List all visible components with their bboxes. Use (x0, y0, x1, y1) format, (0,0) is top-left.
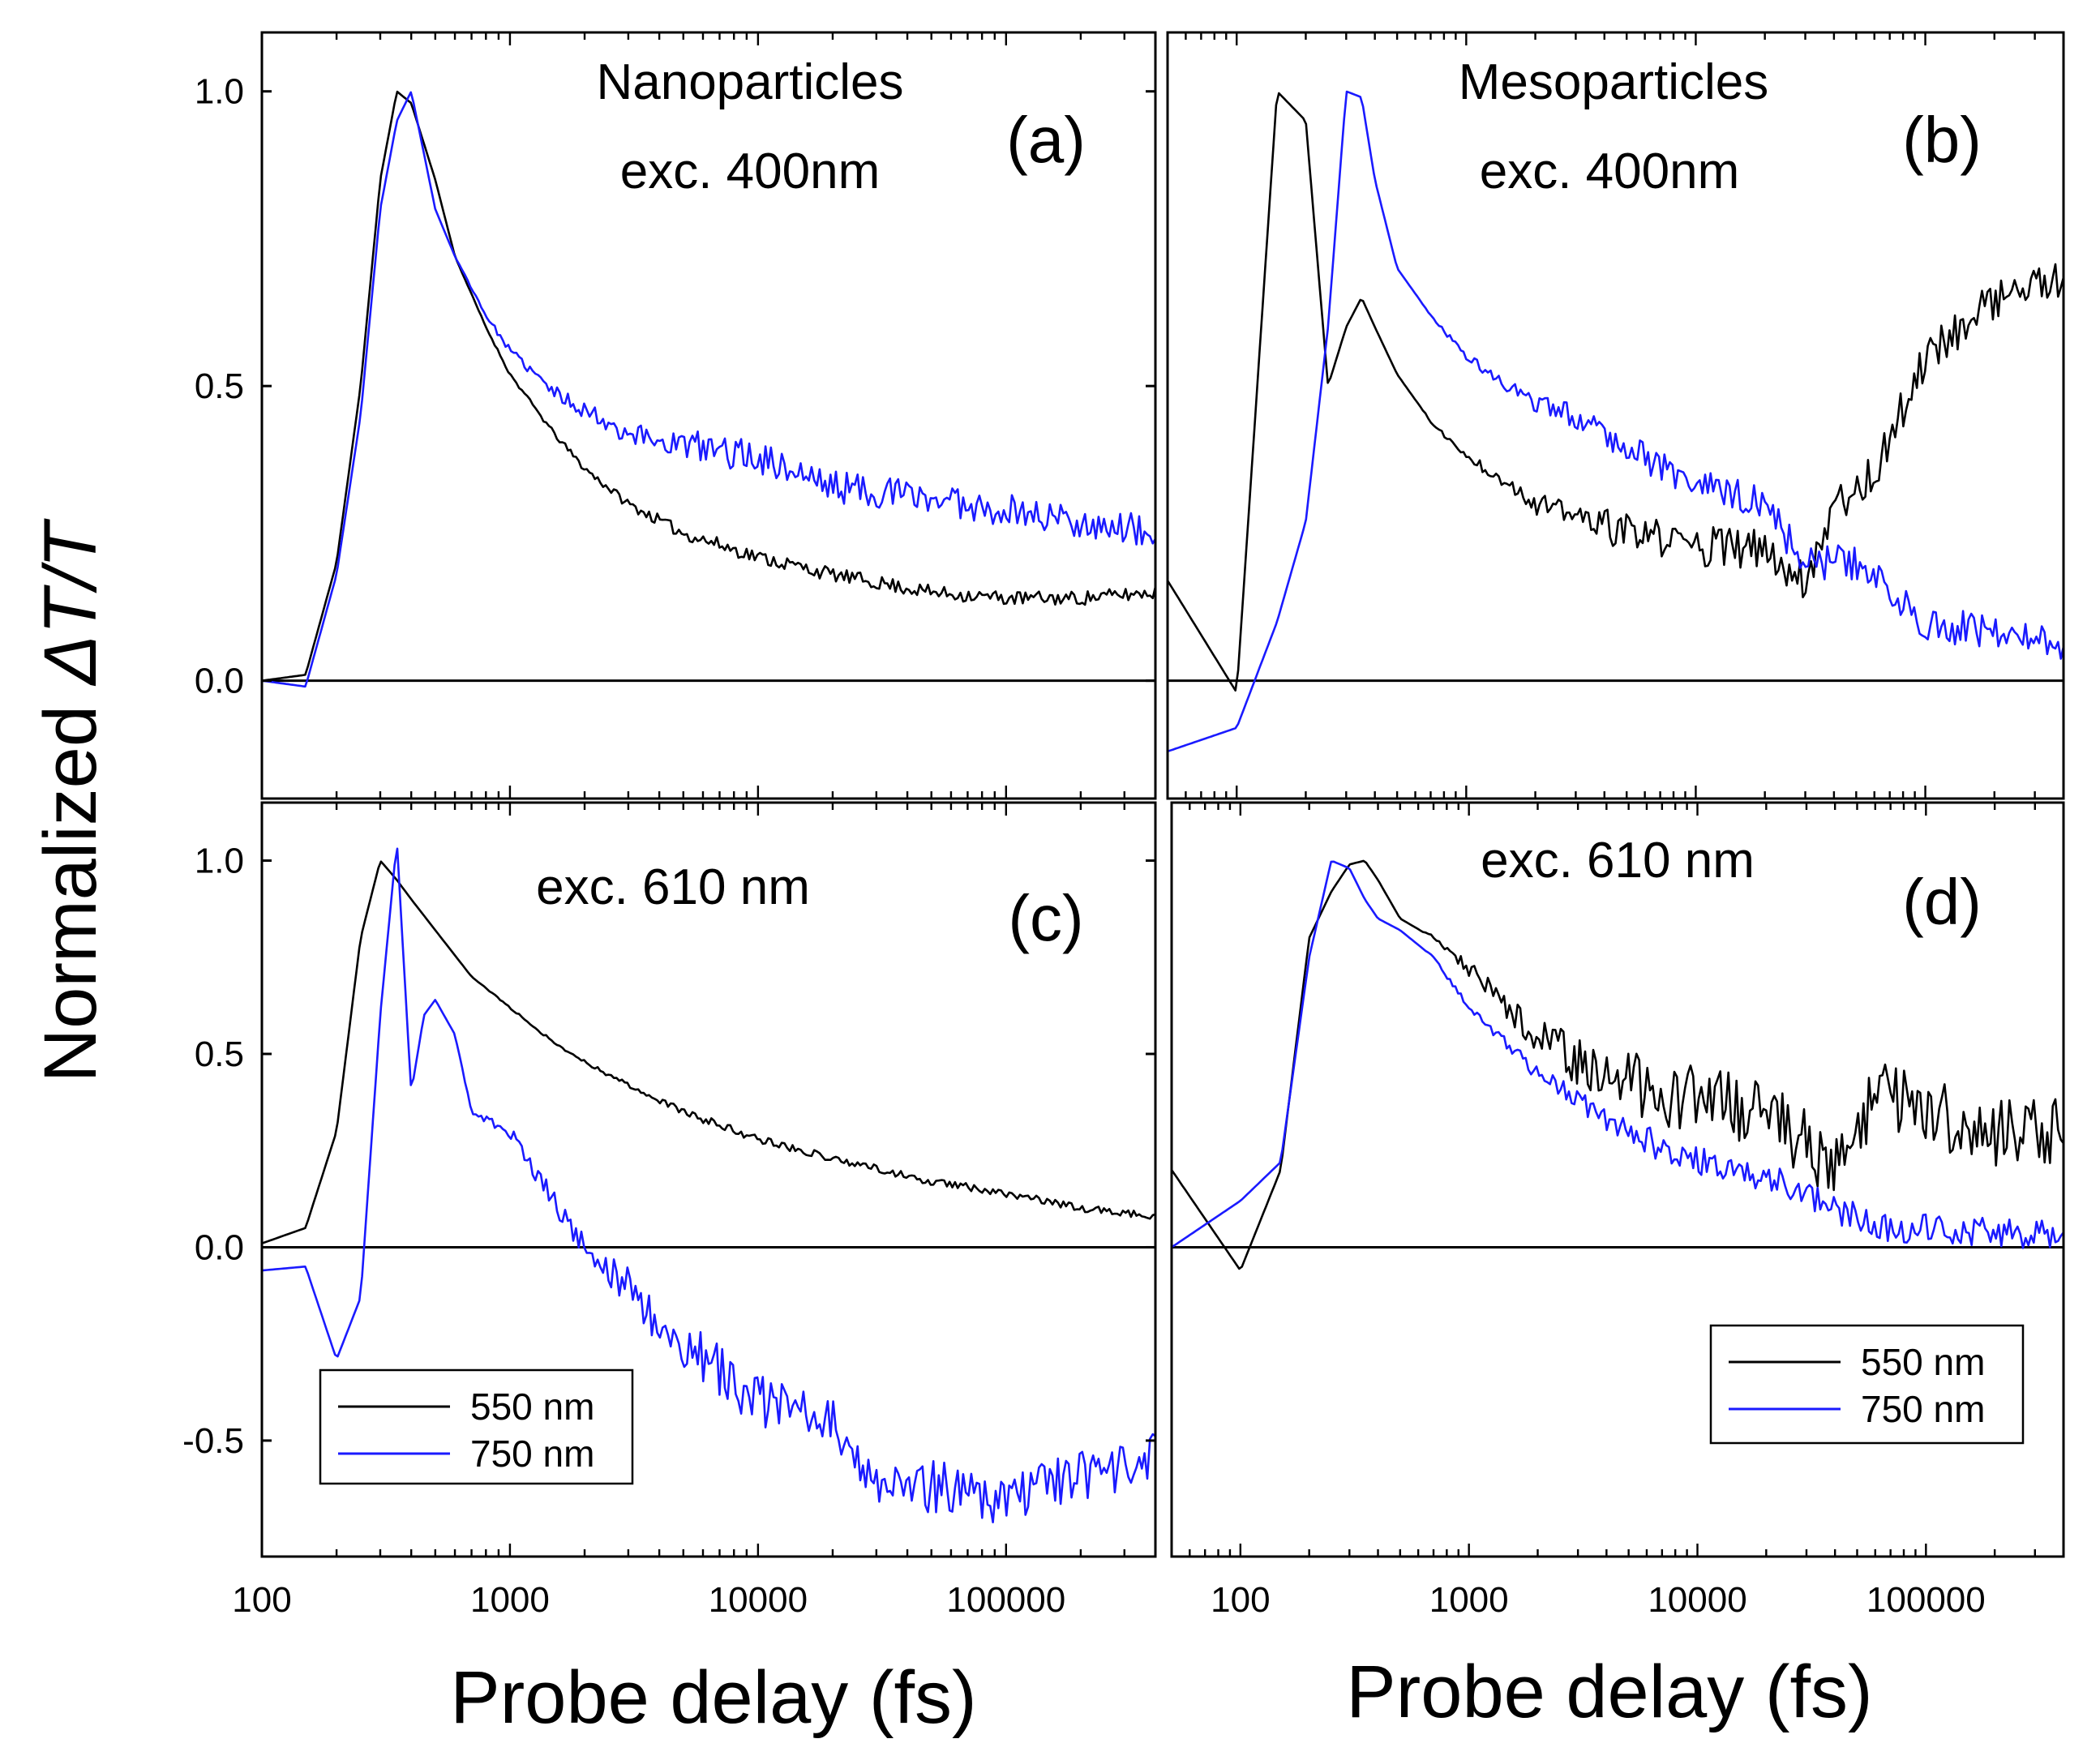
legend-box (319, 1368, 634, 1485)
panel-annotation: exc. 610 nm (536, 859, 810, 915)
x-tick-label: 100 (232, 1580, 291, 1620)
series-line-550-nm (1168, 92, 2064, 692)
legend-box (1709, 1324, 2025, 1445)
legend: 550 nm 750 nm (1709, 1324, 2025, 1445)
legend-label: 750 nm (470, 1433, 594, 1475)
x-tick-label: 10000 (709, 1580, 808, 1620)
legend-label: 550 nm (1861, 1341, 1985, 1383)
series-line-750-nm (1168, 90, 2064, 753)
panel-annotation: Nanoparticles (596, 54, 903, 110)
panel-b: Mesoparticles exc. 400nm (b) (1166, 31, 2065, 800)
y-tick-label: 0.5 (195, 366, 244, 406)
y-tick-label: 0.0 (195, 662, 244, 701)
y-tick-label: 1.0 (195, 842, 244, 881)
panel-frame (1166, 31, 2065, 800)
x-axis-label-right: Probe delay (fs) (1346, 1651, 1872, 1733)
y-tick-label: 1.0 (195, 72, 244, 112)
y-axis-label-symbol: ΔT/T (29, 518, 112, 686)
series-line-550-nm (262, 860, 1155, 1244)
panel-annotation: exc. 400nm (620, 143, 881, 199)
x-tick-label: 1000 (1429, 1580, 1509, 1620)
y-tick-label: -0.5 (182, 1421, 244, 1461)
panel-annotation: exc. 400nm (1480, 143, 1740, 199)
legend-label: 550 nm (470, 1386, 594, 1428)
x-axis-label-left: Probe delay (fs) (450, 1656, 976, 1739)
panels: 0.0 0.5 1.0 Nanoparticles exc. 400nm (a) Mesop… (182, 31, 2065, 1620)
panel-annotation: exc. 610 nm (1481, 833, 1755, 889)
legend: 550 nm 750 nm (319, 1368, 634, 1485)
series-line-750-nm (262, 847, 1155, 1523)
panel-label: (a) (1006, 104, 1086, 176)
panel-a: 0.0 0.5 1.0 Nanoparticles exc. 400nm (a) (195, 31, 1157, 800)
y-axis-label: Normalized ΔT/T (29, 518, 112, 1082)
panel-frame (260, 31, 1157, 800)
x-tick-label: 100000 (946, 1580, 1065, 1620)
y-tick-label: 0.5 (195, 1034, 244, 1074)
series-line-750-nm (1172, 860, 2064, 1249)
x-tick-label: 10000 (1648, 1580, 1746, 1620)
panel-label: (c) (1008, 882, 1083, 954)
series-line-550-nm (262, 90, 1155, 682)
panel-frame (260, 801, 1157, 1558)
y-axis-label-prefix: Normalized (29, 684, 112, 1082)
x-tick-label: 100 (1211, 1580, 1270, 1620)
panel-label: (b) (1902, 104, 1982, 176)
y-tick-label: 0.0 (195, 1227, 244, 1267)
series-line-550-nm (1172, 859, 2064, 1270)
x-tick-label: 100000 (1866, 1580, 1986, 1620)
x-tick-label: 1000 (470, 1580, 550, 1620)
panel-label: (d) (1902, 866, 1982, 938)
panel-d: 100 1000 10000 100000 exc. 610 nm (d) 550 nm 75… (1170, 801, 2065, 1620)
panel-frame (1170, 801, 2065, 1558)
series-line-750-nm (262, 91, 1155, 688)
panel-c: -0.5 0.0 0.5 1.0 100 1000 10000 100000 exc. 610 … (182, 801, 1157, 1620)
legend-label: 750 nm (1861, 1388, 1985, 1430)
panel-annotation: Mesoparticles (1459, 54, 1768, 110)
